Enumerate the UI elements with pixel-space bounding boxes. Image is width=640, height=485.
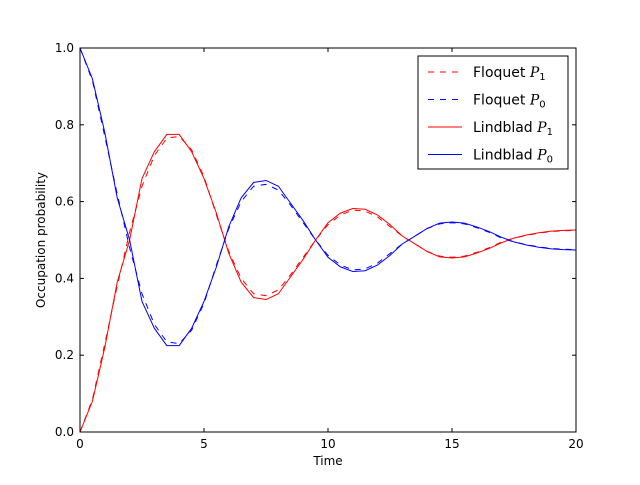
x-tick-label: 15	[444, 437, 459, 451]
series-line-floquet-p1	[79, 135, 577, 433]
x-axis-label: Time	[312, 454, 342, 468]
legend-entry-label: Floquet P0	[473, 93, 546, 111]
series-line-lindblad-p0	[79, 47, 577, 347]
y-tick-label: 0.2	[55, 348, 74, 362]
legend-box	[417, 55, 569, 170]
x-tick-label: 10	[320, 437, 335, 451]
x-tick-label: 20	[568, 437, 583, 451]
legend-entry-label: Lindblad P0	[473, 148, 553, 166]
ticks-layer: 0 5 10 15 20 0.0 0.2 0.4 0.6 0.8 1.0	[55, 41, 584, 451]
y-tick-label: 0.4	[55, 271, 74, 285]
series-layer	[79, 47, 577, 433]
legend-entry-label: Floquet P1	[473, 65, 546, 83]
y-tick-label: 0.0	[55, 425, 74, 439]
series-line-lindblad-p1	[79, 133, 577, 433]
x-tick-label: 5	[200, 437, 208, 451]
y-tick-label: 0.8	[55, 118, 74, 132]
y-axis-label: Occupation probability	[34, 172, 48, 308]
legend: Floquet P1 Floquet P0 Lindblad P1 Lindblad …	[417, 55, 569, 170]
legend-entry-label: Lindblad P1	[473, 120, 553, 138]
y-tick-label: 0.6	[55, 195, 74, 209]
x-tick-label: 0	[76, 437, 84, 451]
y-tick-label: 1.0	[55, 41, 74, 55]
series-line-floquet-p0	[79, 47, 577, 345]
